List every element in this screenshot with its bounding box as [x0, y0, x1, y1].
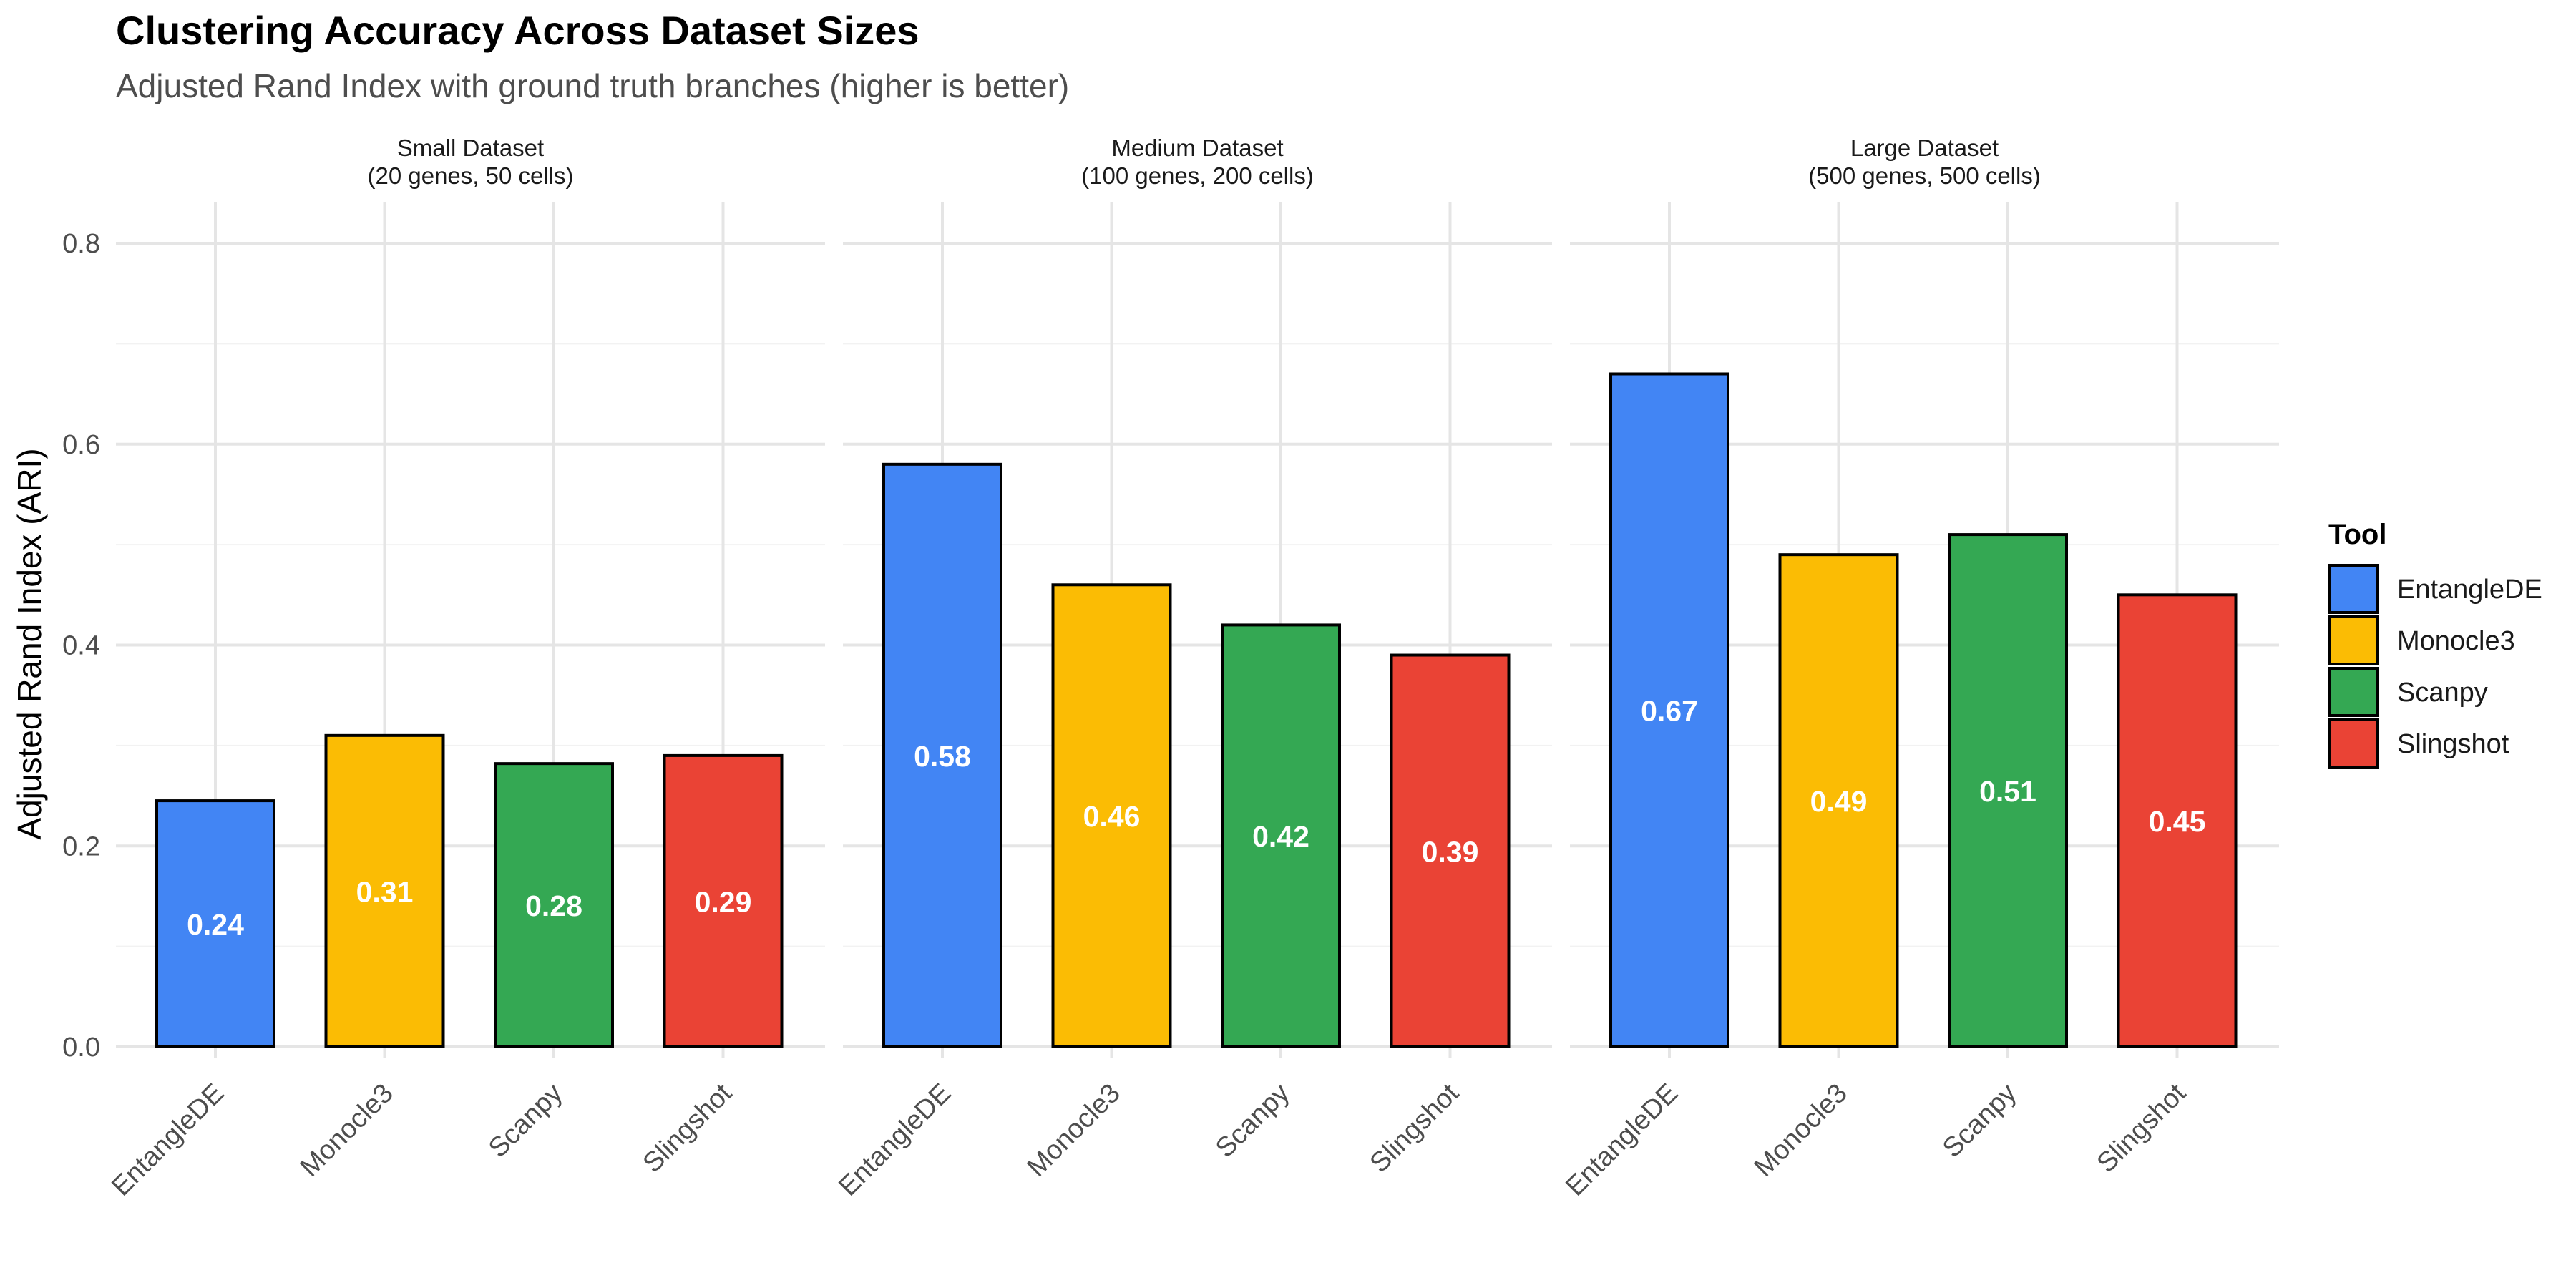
- facet-title: Large Dataset: [1850, 135, 1999, 161]
- bar: [1609, 372, 1729, 1048]
- x-tick-label: Monocle3: [1022, 1078, 1126, 1183]
- y-tick-label: 0.0: [62, 1033, 100, 1063]
- y-tick-label: 0.2: [62, 831, 100, 862]
- bar: [155, 799, 275, 1049]
- bar-value-label: 0.31: [356, 875, 414, 908]
- legend-label: Slingshot: [2397, 729, 2509, 759]
- bar: [324, 733, 445, 1049]
- legend-title: Tool: [2328, 519, 2386, 550]
- bar: [1390, 653, 1511, 1048]
- bar: [1778, 553, 1899, 1048]
- facet-subtitle: (100 genes, 200 cells): [1081, 162, 1314, 189]
- y-tick-label: 0.6: [62, 430, 100, 460]
- chart-title: Clustering Accuracy Across Dataset Sizes: [116, 8, 919, 53]
- legend-label: EntangleDE: [2397, 575, 2542, 605]
- y-axis: 0.0 0.2 0.4 0.6 0.8: [62, 229, 100, 1063]
- legend-key: [2328, 615, 2379, 665]
- facet-subtitle: (500 genes, 500 cells): [1808, 162, 2041, 189]
- x-tick-label: Scanpy: [483, 1078, 568, 1163]
- x-tick-label: Slingshot: [638, 1078, 738, 1179]
- bar: [494, 762, 614, 1048]
- legend: Tool EntangleDE Monocle3 Scanpy Slingshot: [2328, 519, 2542, 769]
- x-tick-label: Slingshot: [1365, 1078, 1465, 1179]
- x-tick-label: Slingshot: [2092, 1078, 2192, 1179]
- facet-subtitle: (20 genes, 50 cells): [368, 162, 574, 189]
- x-tick-label: EntangleDE: [106, 1078, 230, 1202]
- x-tick-label: Scanpy: [1937, 1078, 2022, 1163]
- x-tick-label: Monocle3: [295, 1078, 399, 1183]
- bar-value-label: 0.29: [695, 885, 752, 918]
- x-tick-label: Monocle3: [1749, 1078, 1853, 1183]
- x-tick-label: Scanpy: [1210, 1078, 1295, 1163]
- bar: [1948, 533, 2068, 1048]
- y-axis-label: Adjusted Rand Index (ARI): [11, 448, 48, 839]
- facet-title: Small Dataset: [397, 135, 544, 161]
- bar-value-label: 0.24: [187, 908, 244, 941]
- chart-subtitle: Adjusted Rand Index with ground truth br…: [116, 67, 1069, 104]
- x-tick-label: EntangleDE: [833, 1078, 957, 1202]
- legend-label: Monocle3: [2397, 626, 2515, 656]
- bars-layer: 0.24 0.31 0.28 0.29 0.58 0.46 0.42 0.39 0.67 0.49…: [155, 372, 2238, 1049]
- bar-value-label: 0.51: [1979, 775, 2036, 808]
- bar: [1051, 583, 1172, 1048]
- legend-label: Scanpy: [2397, 678, 2488, 708]
- y-tick-label: 0.4: [62, 631, 100, 661]
- bar: [663, 753, 784, 1048]
- facet-strips: Small Dataset(20 genes, 50 cells) Medium …: [368, 135, 2041, 189]
- bar: [882, 462, 1002, 1048]
- x-tick-label: EntangleDE: [1560, 1078, 1684, 1202]
- bar-value-label: 0.39: [1422, 835, 1479, 868]
- legend-key: [2328, 667, 2379, 717]
- bar-value-label: 0.67: [1641, 695, 1698, 728]
- bar-value-label: 0.28: [525, 889, 582, 922]
- legend-key: [2328, 564, 2379, 614]
- facet-title: Medium Dataset: [1111, 135, 1283, 161]
- bar: [1221, 623, 1341, 1048]
- bar: [2117, 593, 2238, 1048]
- bar-value-label: 0.42: [1252, 820, 1309, 853]
- bar-value-label: 0.45: [2149, 805, 2206, 838]
- bar-value-label: 0.58: [914, 740, 971, 773]
- x-axis: EntangleDE Monocle3 Scanpy Slingshot Entangl…: [106, 1078, 2192, 1201]
- bar-value-label: 0.49: [1810, 785, 1868, 818]
- legend-key: [2328, 718, 2379, 769]
- y-tick-label: 0.8: [62, 229, 100, 259]
- bar-value-label: 0.46: [1083, 800, 1141, 833]
